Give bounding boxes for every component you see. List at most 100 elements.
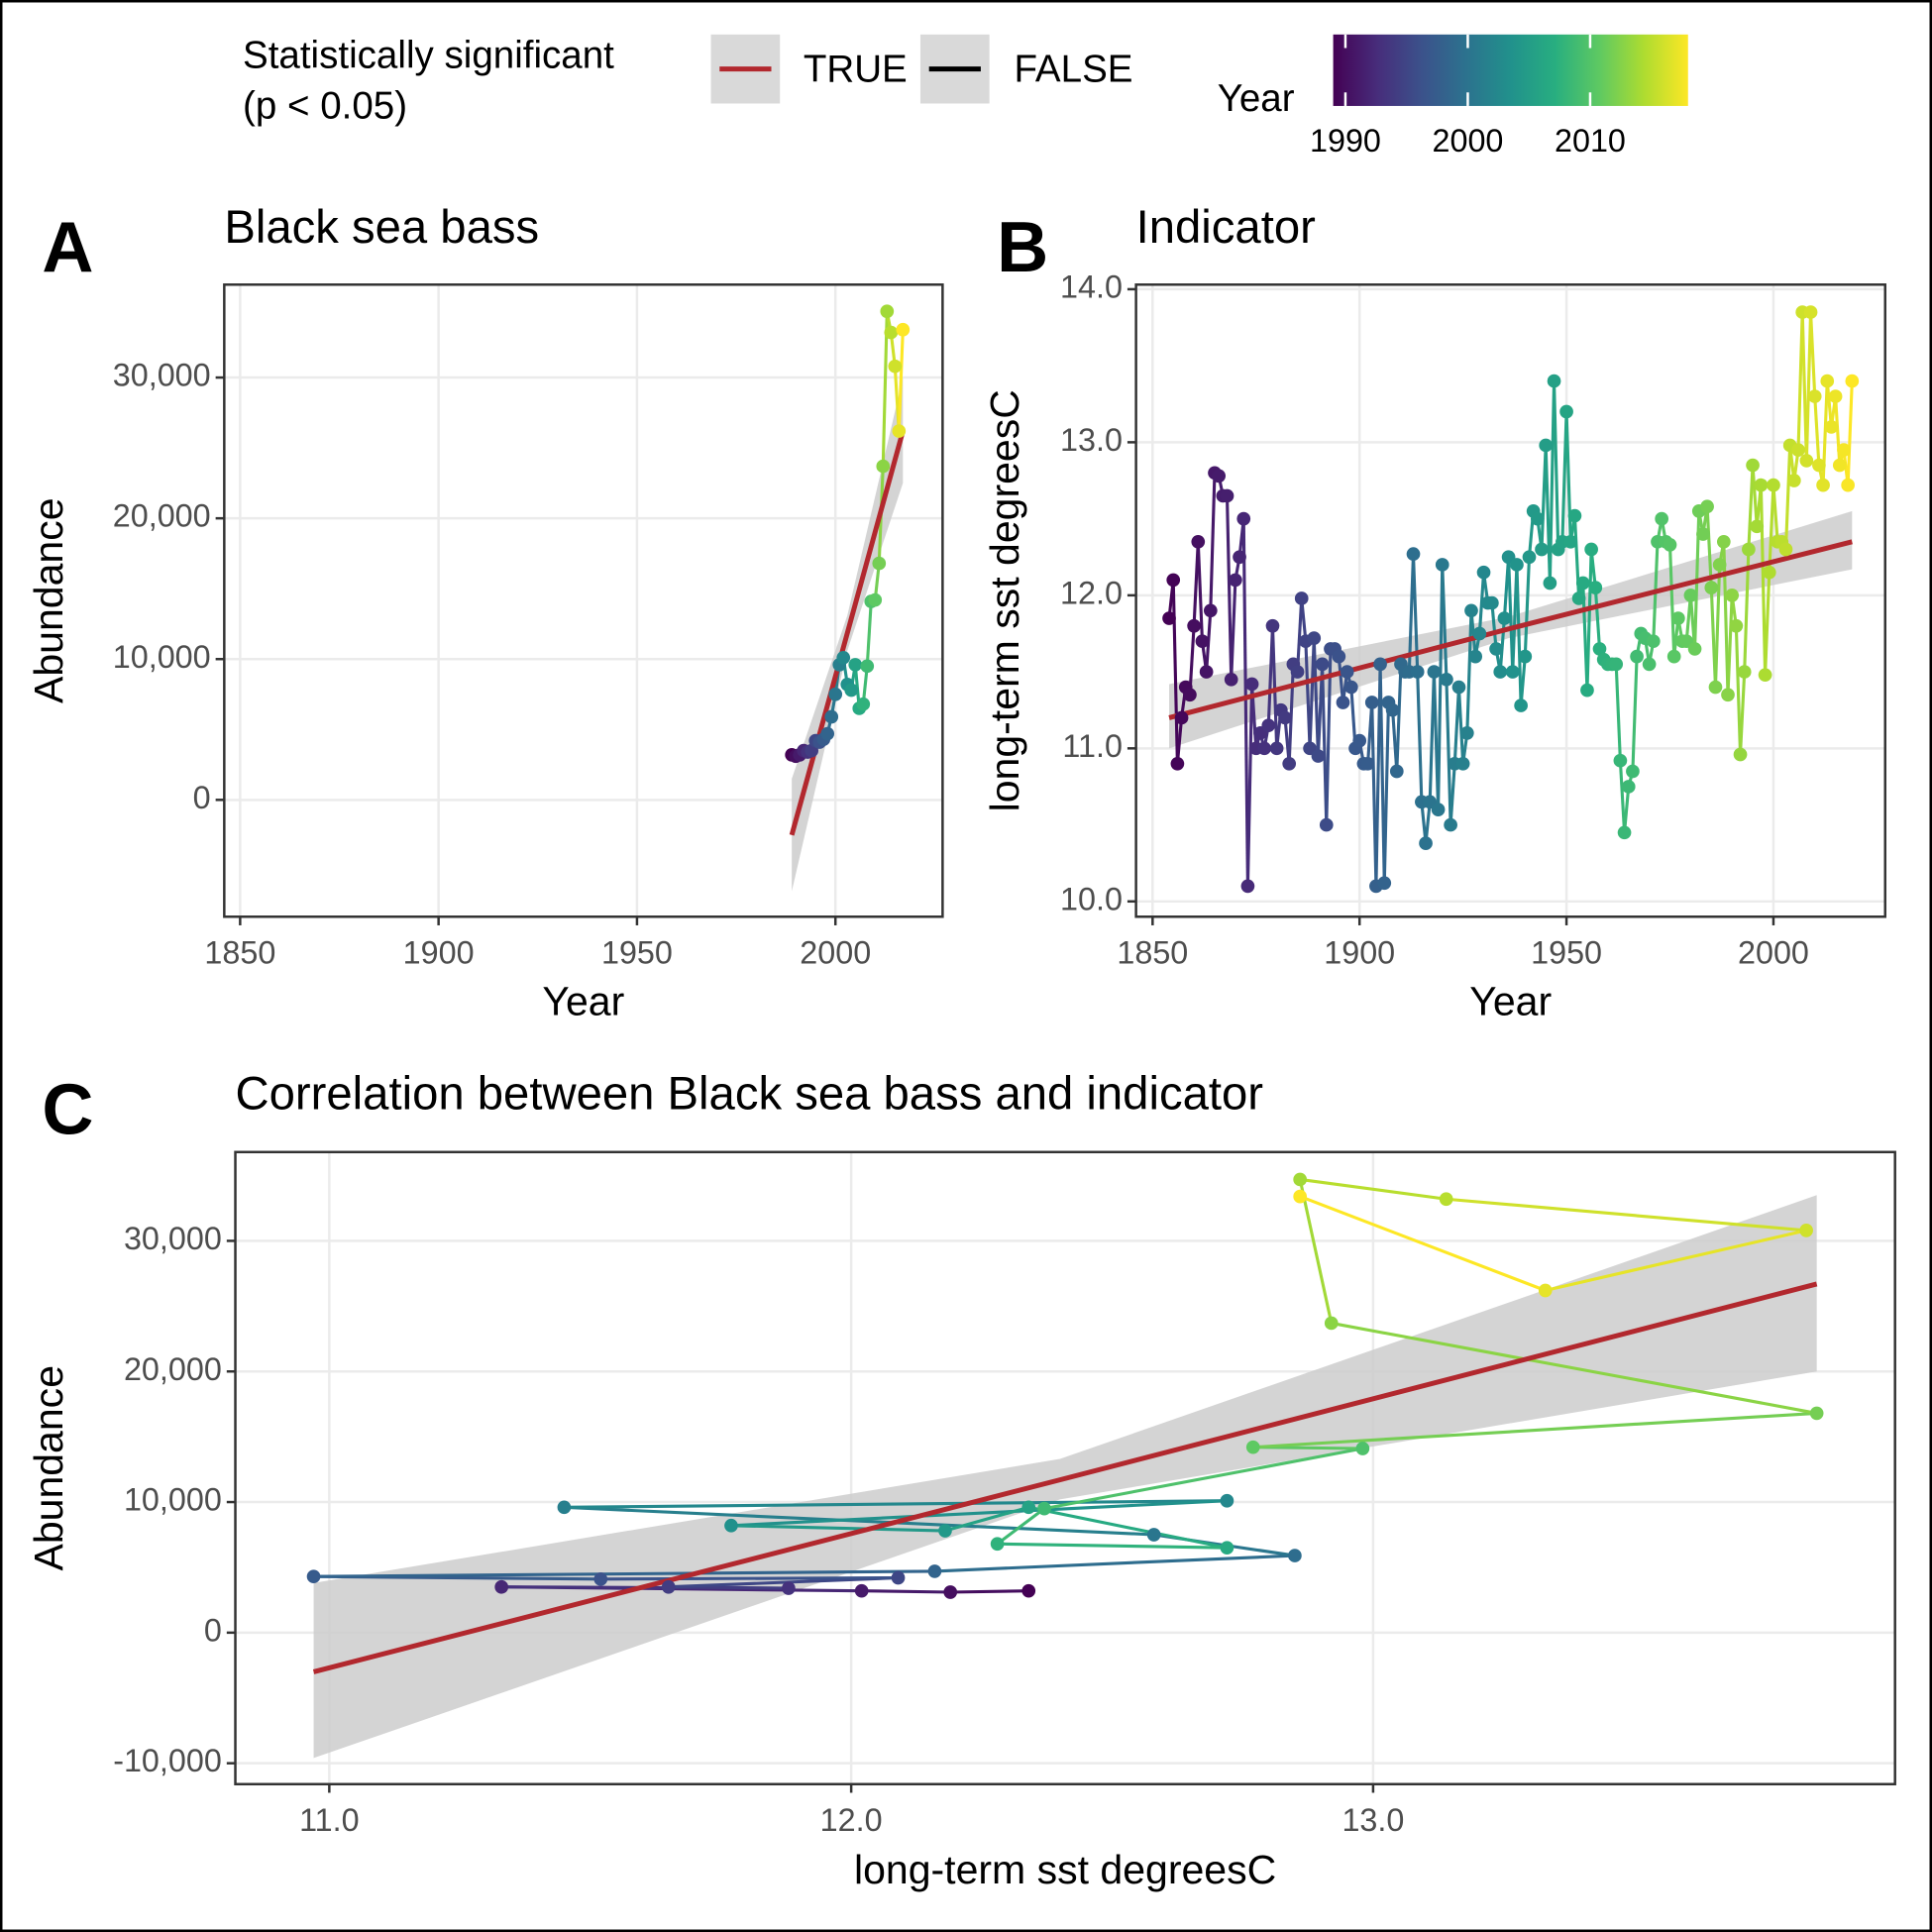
legend-title: (p < 0.05) (243, 85, 407, 128)
x-tick-label: 1850 (1117, 934, 1188, 970)
point (1324, 1316, 1339, 1331)
point (1021, 1583, 1036, 1598)
connector (730, 1524, 945, 1533)
connector (944, 1505, 1029, 1533)
point (1344, 680, 1358, 695)
point (1704, 581, 1719, 594)
x-tick-label: 1850 (204, 934, 275, 970)
point (892, 424, 907, 438)
panel-tag: A (42, 208, 93, 287)
point (1754, 478, 1769, 492)
x-tick-label: 1950 (1531, 934, 1602, 970)
point (1820, 374, 1835, 388)
point (1261, 718, 1276, 733)
point (848, 658, 863, 672)
point (1729, 618, 1744, 633)
point (1700, 499, 1714, 514)
point (1497, 611, 1512, 625)
point (836, 650, 851, 665)
point (1567, 508, 1582, 523)
connector (313, 1569, 935, 1578)
point (1767, 478, 1780, 492)
point (1360, 756, 1375, 771)
point (1427, 665, 1442, 679)
point (1733, 747, 1748, 762)
point (1559, 404, 1573, 419)
point (1037, 1501, 1051, 1516)
point (1828, 389, 1843, 403)
point (306, 1569, 321, 1584)
point (1451, 680, 1466, 695)
connector (1441, 564, 1449, 680)
connector (1299, 1195, 1547, 1292)
y-tick-label: 11.0 (1062, 728, 1123, 764)
connector (861, 1589, 951, 1594)
point (1621, 780, 1636, 794)
point (1435, 558, 1449, 572)
point (1315, 657, 1330, 672)
y-axis-title: Abundance (26, 1365, 71, 1571)
point (1696, 527, 1710, 541)
legend-title: Statistically significant (243, 35, 614, 77)
connector (1631, 656, 1639, 772)
chart-title: Indicator (1136, 201, 1316, 254)
connector (1764, 572, 1771, 676)
point (1244, 677, 1259, 692)
point (844, 683, 859, 698)
point (1385, 702, 1400, 717)
point (1489, 642, 1503, 656)
point (1290, 665, 1305, 679)
point (1332, 649, 1346, 664)
connector (1043, 1447, 1363, 1511)
y-tick-label: 12.0 (1060, 575, 1123, 610)
panel-tag: B (997, 208, 1048, 287)
point (1750, 519, 1765, 534)
connector (1585, 549, 1593, 691)
point (1571, 591, 1586, 605)
point (1845, 374, 1860, 388)
connector (1312, 638, 1320, 757)
point (1336, 696, 1350, 709)
connector (1245, 684, 1254, 887)
point (884, 325, 899, 340)
x-axis-title: Year (1469, 978, 1552, 1023)
point (1233, 550, 1246, 565)
connector (1196, 541, 1205, 642)
connector (897, 329, 905, 432)
point (1493, 665, 1508, 679)
point (1162, 611, 1176, 625)
point (1584, 542, 1598, 557)
connector (1747, 465, 1755, 550)
point (1626, 764, 1640, 779)
y-tick-label: 10,000 (124, 1482, 222, 1518)
plot-border (234, 1150, 1896, 1786)
point (1319, 817, 1334, 832)
point (1355, 1442, 1370, 1455)
point (1786, 474, 1801, 487)
x-tick-label: 11.0 (299, 1802, 360, 1838)
point (1406, 547, 1421, 561)
point (1716, 534, 1731, 549)
point (938, 1524, 952, 1538)
point (1288, 1549, 1302, 1562)
y-tick-label: 20,000 (124, 1351, 222, 1387)
legend-label: FALSE (1015, 48, 1133, 90)
connector (1456, 687, 1465, 764)
point (1791, 443, 1805, 457)
point (1514, 698, 1528, 712)
point (820, 726, 835, 741)
point (1464, 603, 1478, 618)
connector (1726, 594, 1734, 696)
point (1220, 1493, 1234, 1508)
plot-border (223, 283, 944, 918)
point (1807, 389, 1822, 403)
connector (1209, 473, 1217, 611)
point (1311, 749, 1326, 763)
point (1762, 565, 1776, 580)
connector (1705, 506, 1713, 589)
connector (1614, 664, 1622, 761)
point (1708, 680, 1723, 695)
connector (1552, 380, 1560, 550)
x-tick-label: 1950 (601, 934, 673, 970)
point (1563, 534, 1578, 549)
